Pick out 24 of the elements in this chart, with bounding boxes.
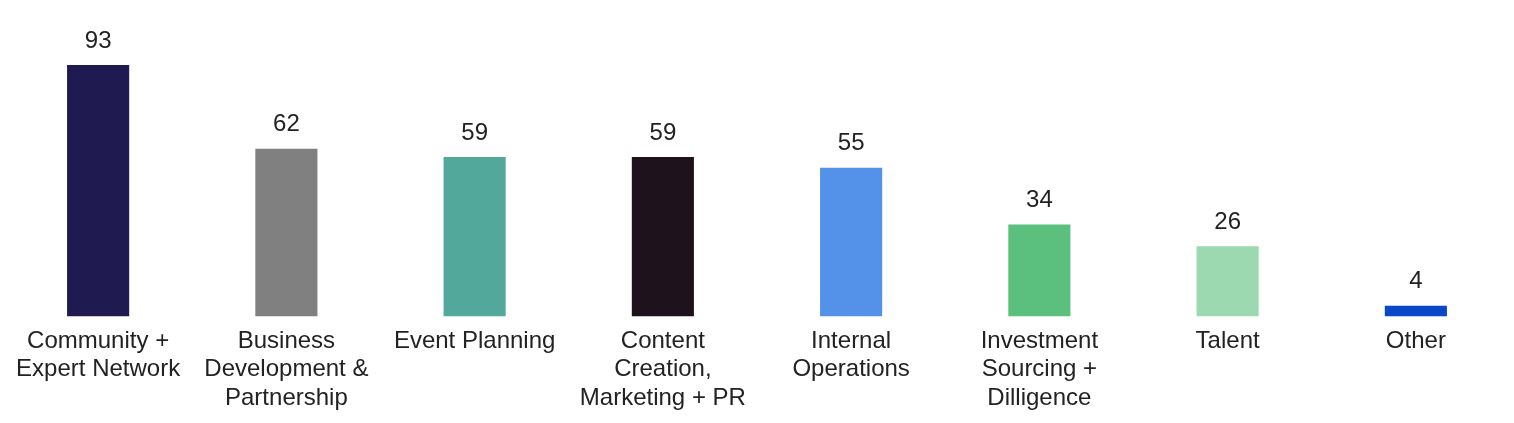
bar — [443, 156, 506, 317]
bar — [820, 167, 883, 317]
bar — [255, 148, 318, 317]
bar — [67, 64, 130, 317]
x-tick-label: Community + Expert Network — [16, 325, 182, 382]
data-label: 55 — [837, 128, 865, 156]
data-label: 26 — [1214, 206, 1241, 234]
bar — [1384, 305, 1447, 317]
data-label: 34 — [1026, 185, 1053, 213]
x-tick-label: Content Creation, Marketing + PR — [579, 325, 746, 411]
bar — [631, 156, 694, 317]
data-label: 4 — [1409, 266, 1423, 294]
bar — [1196, 246, 1259, 317]
data-label: 93 — [84, 25, 112, 53]
data-label: 59 — [649, 117, 677, 145]
data-label: 62 — [273, 109, 300, 137]
data-label: 59 — [461, 117, 488, 145]
x-tick-label: Event Planning — [393, 325, 556, 353]
bar — [1008, 224, 1071, 317]
x-tick-label: Talent — [1195, 325, 1260, 353]
x-tick-label: Internal Operations — [792, 325, 910, 382]
x-tick-label: Investment Sourcing + Dilligence — [980, 325, 1099, 411]
x-tick-label: Other — [1385, 325, 1446, 353]
x-tick-label: Business Development & Partnership — [204, 325, 369, 411]
